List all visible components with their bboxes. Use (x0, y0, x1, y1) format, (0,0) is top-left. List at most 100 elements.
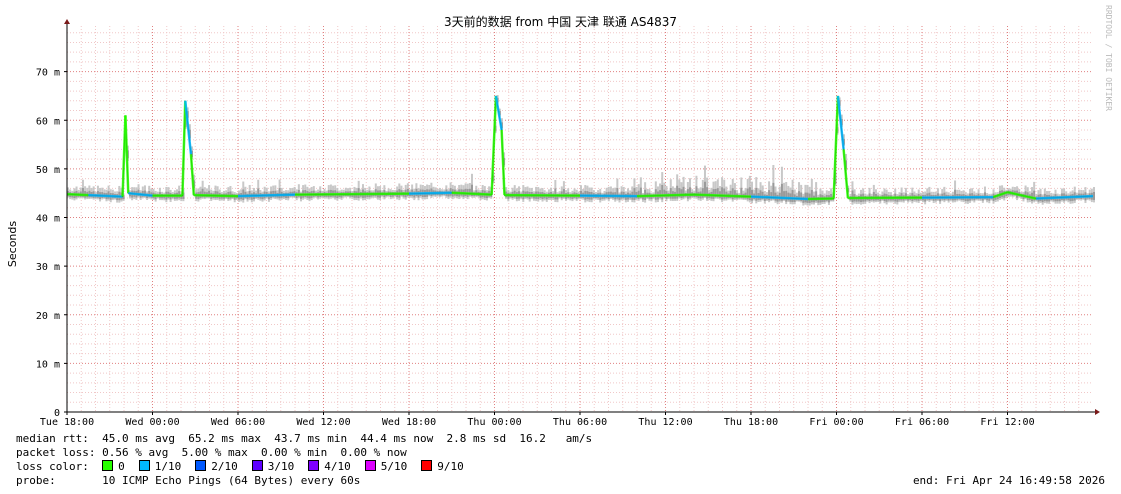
median-point (693, 193, 752, 198)
smoke-bar-inner (639, 187, 642, 198)
smoke-bar-inner (1024, 191, 1027, 198)
major-grid (67, 26, 1093, 412)
x-tick-label: Wed 06:00 (211, 417, 265, 428)
smoke-bar-inner (580, 190, 582, 198)
smoke-bar-inner (556, 194, 559, 200)
smoke-bar-inner (676, 185, 679, 199)
loss-color-items: 0 1/10 2/10 3/10 4/10 5/10 9/10 (102, 460, 478, 473)
y-tick-labels: 0 10 m 20 m 30 m 40 m 50 m 60 m 70 m (36, 68, 67, 419)
loss-color-swatch (102, 460, 114, 471)
loss-color-label-text: 4/10 (324, 460, 351, 473)
smoke-bar-inner (299, 193, 302, 199)
axes (64, 19, 1100, 415)
median-point (181, 100, 187, 196)
loss-color-swatch (308, 460, 320, 471)
loss-label: packet loss: (16, 446, 96, 459)
x-tick-label: Fri 00:00 (809, 417, 863, 428)
median-label: median rtt: (16, 432, 89, 445)
loss-color-swatch (195, 460, 207, 471)
median-line (66, 95, 1094, 200)
median-point (408, 191, 452, 195)
smoke-bar-inner (714, 188, 717, 198)
smoke-bar-inner (731, 188, 734, 200)
smoke-bar-inner (689, 187, 692, 198)
median-point (124, 115, 130, 194)
loss-color-label-text: 3/10 (267, 460, 295, 473)
median-point (1035, 194, 1094, 200)
median-values: 45.0 ms avg 65.2 ms max 43.7 ms min 44.4… (102, 432, 593, 445)
y-tick-label: 0 (54, 408, 60, 419)
x-tick-label: Tue 18:00 (40, 417, 94, 428)
smoke-bar-inner (746, 188, 749, 200)
smoke-bar-inner (468, 188, 471, 196)
loss-color-item: 4/10 (308, 460, 351, 473)
smoke-bar-inner (616, 188, 619, 199)
median-point (237, 193, 296, 198)
smoke-bar-inner (678, 188, 681, 198)
smoke-bar-inner (712, 189, 715, 199)
smoke-bar-inner (695, 186, 698, 198)
x-tick-label: Thu 00:00 (467, 417, 521, 428)
legend-median: median rtt: 45.0 ms avg 65.2 ms max 43.7… (16, 432, 592, 445)
smoke-bar-inner (633, 188, 636, 200)
smoke-bar-inner (669, 188, 672, 199)
smoke-bar-inner (701, 188, 704, 198)
smoke-bar-inner (143, 190, 146, 197)
median-point (193, 193, 239, 198)
loss-color-item: 5/10 (364, 460, 408, 473)
loss-color-item: 3/10 (251, 460, 295, 473)
median-point (184, 100, 193, 155)
legend-probe: probe: 10 ICMP Echo Pings (64 Bytes) eve… (16, 474, 360, 487)
y-tick-label: 60 m (36, 116, 60, 127)
smoke-bar-inner (770, 192, 773, 200)
legend-loss-color: loss color: 0 1/10 2/10 3/10 4/10 5/10 9/10 (16, 460, 478, 473)
y-tick-label: 30 m (36, 262, 60, 273)
x-axis-arrow (1095, 409, 1100, 415)
loss-color-label: loss color: (16, 460, 89, 473)
smoke-bar-inner (851, 190, 854, 203)
x-tick-label: Thu 06:00 (553, 417, 607, 428)
smoke-bar-inner (122, 195, 125, 200)
loss-color-swatch (421, 460, 433, 471)
median-point (88, 193, 123, 198)
smoke-bar-inner (729, 190, 732, 199)
loss-color-item: 2/10 (195, 460, 238, 473)
smoke-bar (772, 165, 775, 201)
median-point (500, 129, 506, 196)
loss-color-label-text: 5/10 (380, 460, 408, 473)
median-point (636, 193, 695, 198)
probe-label: probe: (16, 474, 56, 487)
smoke-bar-inner (81, 188, 84, 197)
smoke-bar-inner (780, 183, 783, 201)
median-point (992, 191, 1008, 199)
median-point (842, 149, 850, 199)
smoke-bar-inner (872, 192, 875, 201)
latency-chart: 0 10 m 20 m 30 m 40 m 50 m 60 m 70 m Tue 18:00 W… (36, 19, 1100, 428)
loss-color-label-text: 1/10 (154, 460, 182, 473)
median-point (490, 95, 498, 195)
loss-color-swatch (251, 460, 263, 471)
smoke-bar-inner (787, 192, 790, 201)
smoke-bar-inner (637, 190, 640, 199)
smoke-bar-inner (798, 191, 801, 201)
smoke-bar-inner (733, 190, 736, 199)
smoke-bar-inner (661, 184, 664, 200)
loss-color-item: 9/10 (421, 460, 464, 473)
smoke-bar-inner (659, 190, 662, 198)
median-series (66, 95, 1094, 201)
probe-value: 10 ICMP Echo Pings (64 Bytes) every 60s (102, 474, 361, 487)
smoke-bar-inner (815, 191, 818, 202)
end-timestamp: end: Fri Apr 24 16:49:58 2026 (912, 474, 1105, 487)
smoke-bar-inner (208, 190, 211, 198)
smoke-bar-inner (721, 187, 724, 200)
loss-color-item: 1/10 (138, 460, 182, 473)
loss-color-label-text: 9/10 (437, 460, 464, 473)
smoke-bar-inner (723, 188, 726, 199)
y-tick-label: 40 m (36, 214, 60, 225)
smoke-bar-inner (562, 189, 565, 198)
x-tick-label: Fri 12:00 (980, 417, 1034, 428)
smoke-bar-inner (791, 189, 794, 202)
smoke-bar-inner (1033, 190, 1036, 201)
smoke-bar-inner (810, 189, 813, 203)
smoke-bar-inner (751, 189, 753, 201)
